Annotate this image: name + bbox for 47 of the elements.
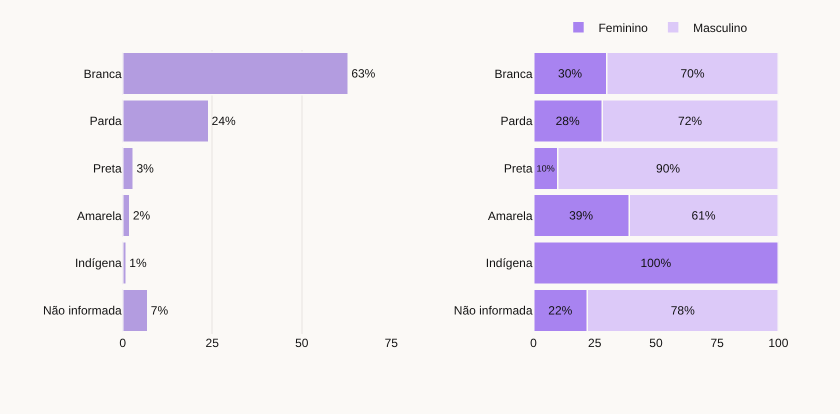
x-tick-label: 50 — [295, 336, 309, 350]
y-tick-label: Indígena — [74, 256, 122, 270]
bar — [122, 52, 350, 96]
data-label: 28% — [556, 114, 580, 128]
data-label: 3% — [136, 161, 154, 176]
x-tick-label: 25 — [206, 336, 220, 350]
x-tick-label: 75 — [384, 336, 398, 350]
bar — [122, 240, 128, 286]
data-label: 70% — [680, 66, 705, 81]
bar — [122, 146, 134, 190]
data-label: 100% — [640, 256, 672, 270]
x-tick-label: 75 — [710, 336, 724, 350]
data-label: 39% — [569, 208, 594, 223]
data-label: 24% — [212, 114, 236, 128]
y-tick-label: Indígena — [486, 256, 533, 270]
y-tick-label: Branca — [494, 66, 533, 81]
y-tick-label: Parda — [500, 114, 533, 128]
data-label: 10% — [536, 163, 555, 174]
y-tick-label: Não informada — [42, 304, 122, 318]
x-tick-label: 0 — [530, 336, 538, 350]
data-label: 72% — [678, 114, 702, 128]
y-tick-label: Amarela — [488, 208, 533, 223]
bar — [122, 98, 210, 144]
legend-label: Feminino — [598, 20, 648, 35]
data-label: 90% — [656, 161, 680, 176]
x-tick-label: 25 — [588, 336, 602, 350]
x-tick-label: 50 — [649, 336, 663, 350]
data-label: 22% — [548, 303, 573, 318]
data-label: 7% — [150, 303, 168, 318]
x-tick-label: 0 — [119, 336, 126, 350]
bar — [122, 194, 131, 238]
bar — [122, 288, 149, 332]
legend-label: Masculino — [693, 20, 748, 35]
y-tick-label: Preta — [93, 162, 122, 176]
y-tick-label: Amarela — [77, 208, 122, 223]
data-label: 63% — [351, 66, 376, 81]
data-label: 61% — [692, 208, 716, 223]
y-tick-label: Preta — [504, 162, 533, 176]
y-tick-label: Branca — [84, 66, 122, 81]
data-label: 2% — [132, 208, 151, 223]
data-label: 1% — [129, 256, 147, 270]
bar — [534, 240, 778, 286]
data-label: 30% — [558, 66, 582, 81]
data-label: 78% — [670, 303, 696, 318]
y-tick-label: Parda — [90, 114, 122, 128]
y-tick-label: Não informada — [454, 304, 533, 318]
x-tick-label: 100 — [768, 336, 789, 350]
